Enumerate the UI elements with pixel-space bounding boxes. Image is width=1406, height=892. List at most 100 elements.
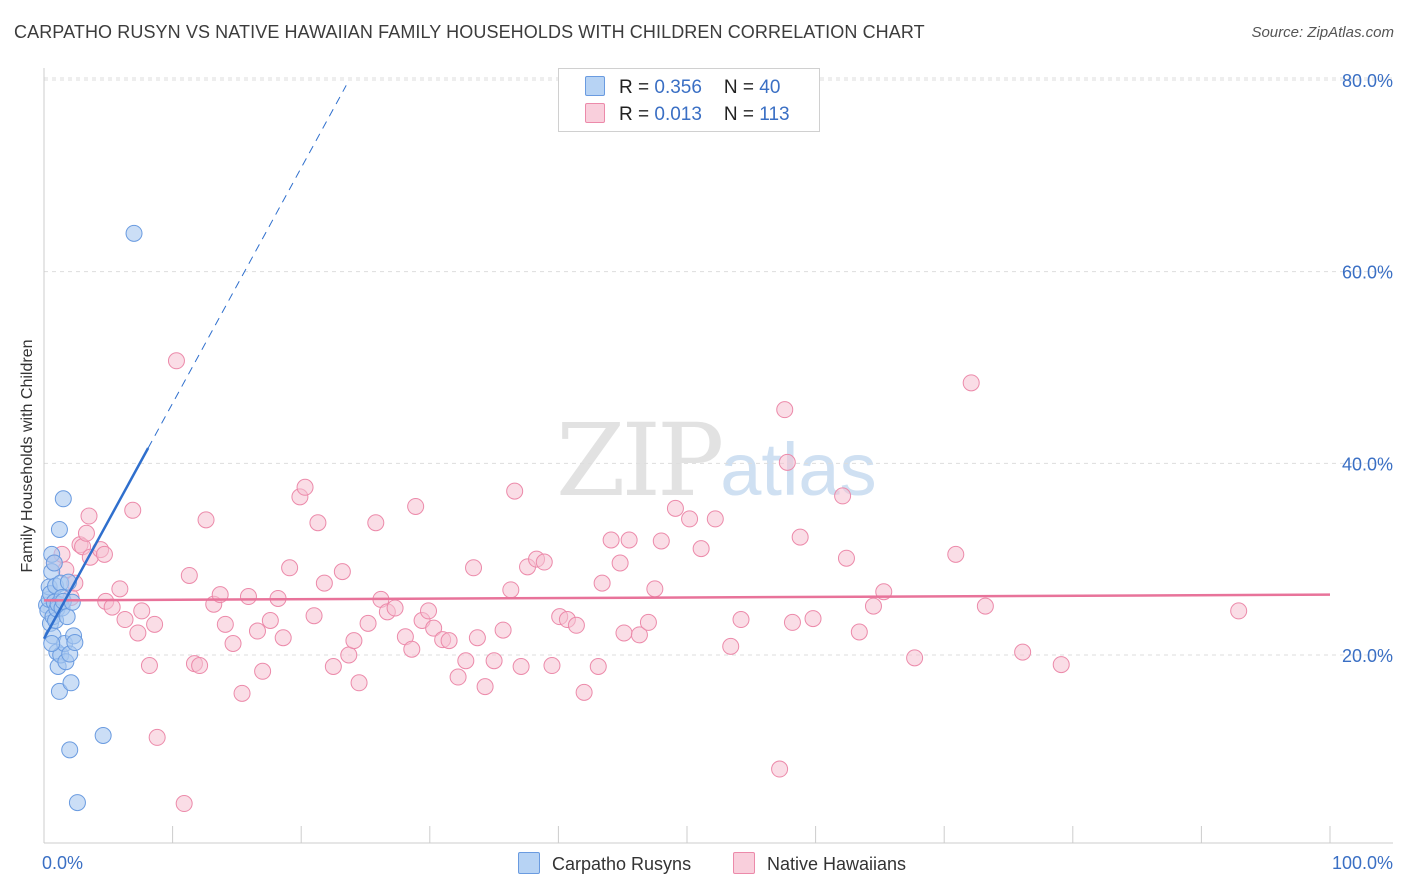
- carpatho-rusyn-point: [58, 608, 76, 626]
- native-hawaiian-point: [485, 652, 503, 670]
- native-hawaiian-point: [575, 683, 593, 701]
- native-hawaiian-point: [359, 614, 377, 632]
- carpatho-rusyn-point: [54, 490, 72, 508]
- native-hawaiian-point: [296, 478, 314, 496]
- native-hawaiian-point: [148, 728, 166, 746]
- native-hawaiian-point: [140, 657, 158, 675]
- native-hawaiian-point: [180, 566, 198, 584]
- carpatho-rusyn-point: [125, 224, 143, 242]
- y-tick-label: 40.0%: [1342, 454, 1393, 474]
- native-hawaiian-point: [175, 795, 193, 813]
- native-hawaiian-point: [722, 637, 740, 655]
- native-hawaiian-point: [543, 657, 561, 675]
- carpatho-rusyn-point: [68, 794, 86, 812]
- native-hawaiian-point: [804, 610, 822, 628]
- bottom-legend-hawaiian: Native Hawaiians: [733, 852, 906, 875]
- native-hawaiian-point: [315, 574, 333, 592]
- bottom-legend-label: Native Hawaiians: [767, 854, 907, 874]
- native-hawaiian-point: [630, 626, 648, 644]
- legend-n-value: 40: [759, 77, 781, 98]
- legend-r-label: R =: [619, 77, 655, 98]
- legend-swatch-pink: [585, 103, 605, 123]
- carpatho-rusyn-point: [94, 727, 112, 744]
- tick-labels: 20.0% 40.0% 60.0% 80.0% 0.0% 100.0%: [42, 71, 1393, 873]
- native-hawaiian-point: [681, 510, 699, 528]
- legend-n-value: 113: [759, 104, 790, 125]
- native-hawaiian-point: [345, 632, 363, 650]
- native-hawaiian-point: [350, 674, 368, 692]
- native-hawaiian-point: [407, 497, 425, 515]
- carpatho-rusyn-point: [45, 554, 63, 572]
- native-hawaiian-point: [593, 574, 611, 592]
- native-hawaiians-points: [45, 352, 1248, 813]
- native-hawaiian-point: [506, 482, 524, 500]
- native-hawaiian-point: [239, 588, 257, 606]
- native-hawaiian-point: [80, 507, 98, 525]
- native-hawaiian-point: [589, 658, 607, 675]
- native-hawaiian-point: [611, 554, 629, 572]
- native-hawaiian-point: [468, 629, 486, 647]
- native-hawaiian-point: [386, 599, 404, 617]
- native-hawaiian-point: [367, 514, 385, 532]
- carpatho-rusyn-trend-extension: [147, 85, 347, 449]
- legend-n-label: N =: [723, 77, 760, 98]
- native-hawaiian-point: [776, 401, 794, 419]
- native-hawaiian-point: [947, 545, 965, 563]
- native-hawaiian-point: [449, 668, 467, 686]
- x-tick-label: 0.0%: [42, 853, 83, 873]
- native-hawaiian-point: [850, 623, 868, 641]
- native-hawaiian-point: [440, 632, 458, 650]
- stats-legend: R = 0.356 N = 40 R = 0.013 N = 113: [558, 68, 820, 132]
- y-tick-label: 80.0%: [1342, 71, 1393, 91]
- native-hawaiian-point: [837, 549, 855, 567]
- native-hawaiian-point: [129, 624, 147, 642]
- y-tick-label: 20.0%: [1342, 646, 1393, 666]
- native-hawaiian-point: [124, 501, 142, 519]
- legend-n-label: N =: [723, 104, 760, 125]
- native-hawaiian-point: [340, 646, 358, 664]
- native-hawaiian-point: [95, 545, 113, 563]
- native-hawaiian-point: [962, 374, 980, 392]
- native-hawaiian-point: [233, 684, 251, 702]
- native-hawaiian-point: [146, 615, 164, 633]
- trend-lines: [42, 85, 1331, 640]
- native-hawaiian-point: [133, 602, 151, 620]
- native-hawaiian-point: [639, 613, 657, 631]
- native-hawaiian-point: [615, 624, 633, 642]
- native-hawaiian-point: [77, 524, 95, 542]
- native-hawaiian-point: [602, 531, 620, 549]
- native-hawaiian-point: [976, 597, 994, 615]
- native-hawaiian-point: [652, 532, 670, 550]
- carpatho-rusyn-point: [66, 634, 84, 652]
- legend-r-label: R =: [619, 104, 655, 125]
- native-hawaiian-point: [778, 453, 796, 471]
- native-hawaiian-point: [706, 510, 724, 528]
- native-hawaiian-point: [261, 612, 279, 629]
- native-hawaiian-point: [666, 499, 684, 517]
- bottom-legend-label: Carpatho Rusyns: [552, 854, 692, 874]
- native-hawaiian-point: [494, 621, 512, 639]
- native-hawaiian-point: [248, 622, 266, 640]
- native-hawaiian-point: [1052, 656, 1070, 674]
- legend-row-carpatho: R = 0.356 N = 40: [585, 76, 780, 100]
- chart-title: CARPATHO RUSYN VS NATIVE HAWAIIAN FAMILY…: [14, 22, 925, 42]
- native-hawaiian-point: [692, 540, 710, 558]
- native-hawaiian-point: [167, 352, 185, 370]
- native-hawaiian-point: [457, 652, 475, 670]
- legend-r-value: 0.013: [654, 104, 702, 125]
- native-hawaiian-point: [1230, 602, 1248, 620]
- bottom-legend-swatch-pink: [733, 852, 755, 874]
- carpatho-rusyn-point: [61, 741, 79, 759]
- bottom-legend-carpatho: Carpatho Rusyns: [518, 852, 691, 875]
- x-tick-label: 100.0%: [1332, 853, 1393, 873]
- native-hawaiian-point: [646, 580, 664, 598]
- native-hawaiian-point: [620, 531, 638, 549]
- native-hawaiian-point: [309, 514, 327, 532]
- native-hawaiian-point: [274, 629, 292, 647]
- native-hawaiian-trend-line: [43, 593, 1331, 602]
- legend-swatch-blue: [585, 76, 605, 96]
- native-hawaiian-point: [864, 597, 882, 615]
- native-hawaiian-point: [465, 559, 483, 577]
- native-hawaiian-point: [420, 602, 438, 620]
